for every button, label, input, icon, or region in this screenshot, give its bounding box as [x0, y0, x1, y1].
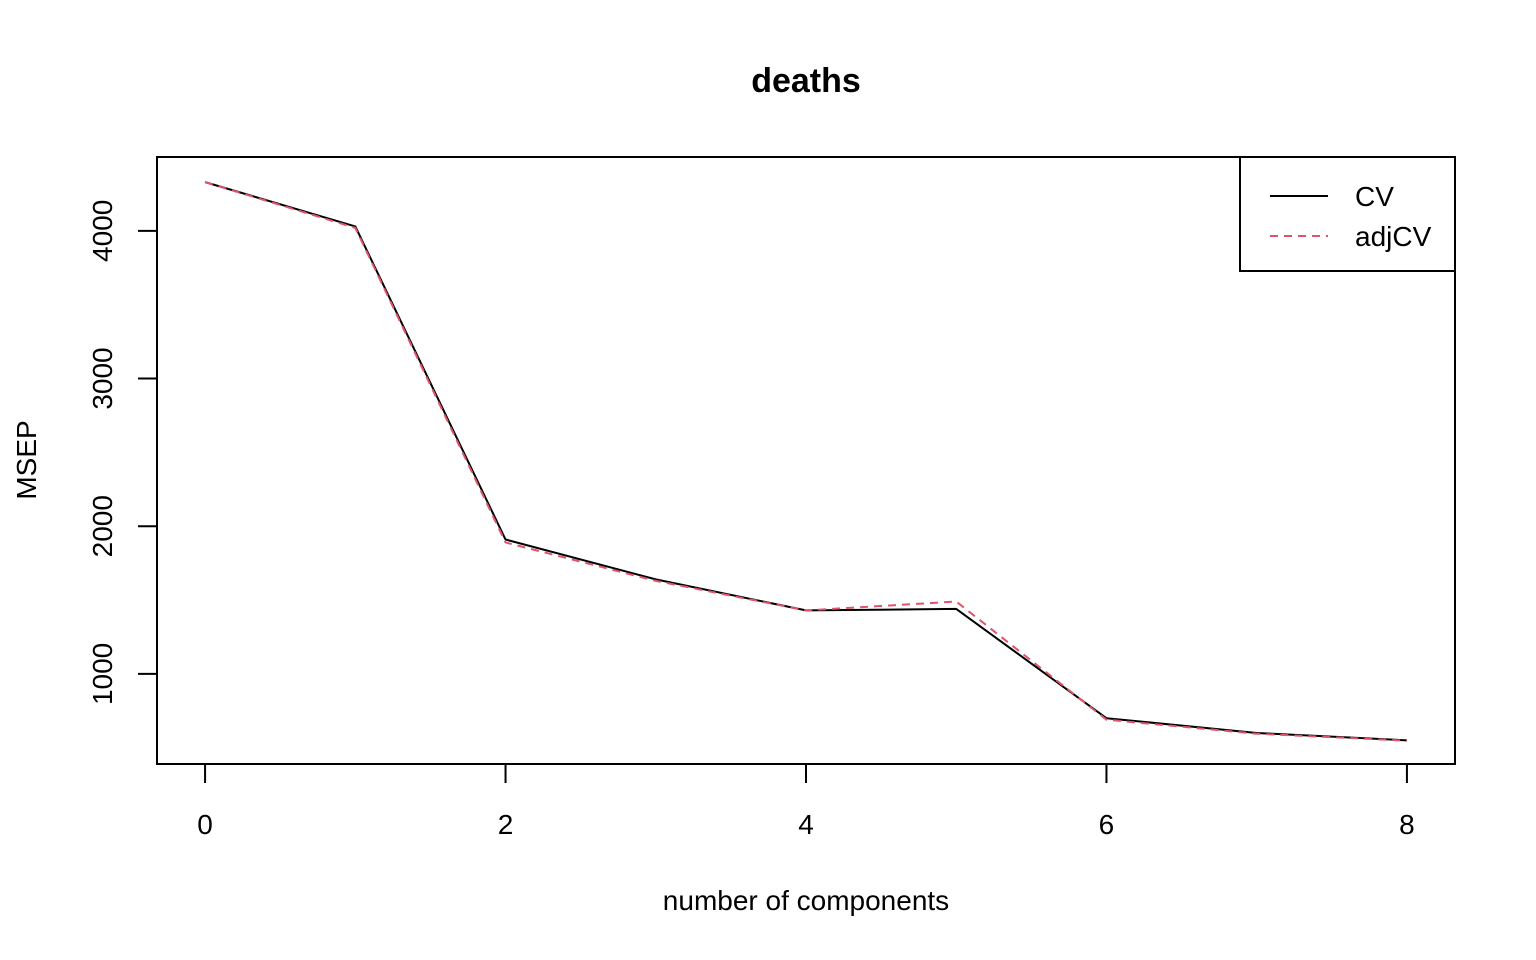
y-axis: 1000 2000 3000 4000: [87, 200, 158, 705]
x-tick-label: 2: [498, 809, 514, 840]
legend-label-cv: CV: [1355, 181, 1394, 212]
chart-title: deaths: [751, 62, 861, 100]
series-line-cv: [204, 181, 1407, 742]
y-tick-label: 2000: [87, 495, 118, 557]
x-tick-label: 8: [1399, 809, 1415, 840]
y-axis-label: MSEP: [11, 420, 42, 499]
y-tick-label: 1000: [87, 643, 118, 705]
x-tick-label: 6: [1099, 809, 1115, 840]
legend-box: [1239, 156, 1456, 272]
y-tick-label: 3000: [87, 347, 118, 409]
legend-label-adjcv: adjCV: [1355, 221, 1432, 252]
series-layer: [204, 181, 1407, 742]
x-tick-label: 0: [197, 809, 213, 840]
y-tick-label: 4000: [87, 200, 118, 262]
x-tick-label: 4: [798, 809, 814, 840]
x-axis-label: number of components: [663, 885, 949, 916]
x-axis: 0 2 4 6 8: [197, 763, 1415, 840]
series-line-adjcv: [204, 181, 1407, 742]
legend: CV adjCV: [1239, 156, 1456, 272]
